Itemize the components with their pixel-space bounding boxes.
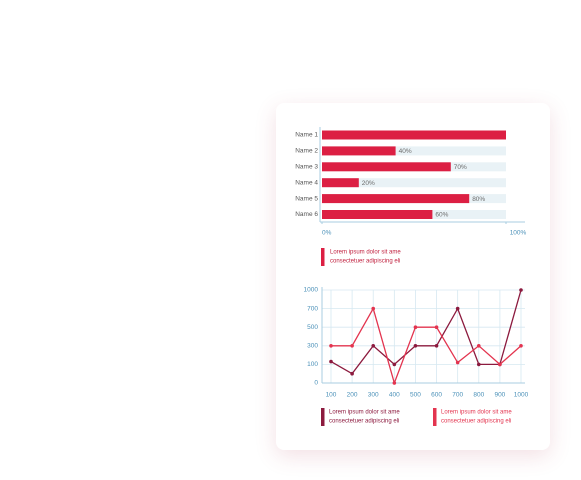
x-tick-label: 0% [322,230,332,237]
value-label: 70% [454,164,467,171]
x-tick-label: 800 [473,392,484,399]
category-label: Name 3 [295,164,318,171]
category-label: Name 2 [295,148,318,155]
point [350,371,354,376]
line [331,306,522,386]
legend-label: Lorem ipsum dolor sit ame [441,410,512,416]
y-tick-label: 100 [307,361,318,368]
y-tick-label: 0 [314,380,318,387]
point [371,344,376,348]
point [455,306,460,311]
x-tick-label: 100 [326,392,337,399]
point [498,362,502,367]
legend-label: Lorem ipsum dolor sit ame [330,250,401,256]
legend-marker [321,408,325,426]
y-tick-label: 500 [307,324,318,331]
bar [322,146,396,156]
point [392,381,397,385]
category-label: Name 6 [295,211,318,218]
point [519,288,523,292]
bar [322,130,506,140]
x-tick-label: 900 [494,392,505,399]
point [371,306,376,311]
legend-marker [321,248,325,266]
category-label: Name 5 [295,195,318,202]
point [413,325,418,330]
value-label: 80% [472,196,485,203]
line [330,289,522,375]
point [434,344,439,348]
x-tick-label: 600 [431,392,442,399]
point [476,344,481,348]
bar-track [322,146,506,156]
report-card [276,103,550,450]
category-label: Name 1 [295,132,318,139]
point [476,362,481,367]
x-tick-label: 700 [452,392,463,399]
point [519,344,523,348]
x-tick-label: 400 [389,392,400,399]
value-label: 60% [435,212,448,219]
legend-label: consectetuer adipiscing eli [329,419,399,425]
y-tick-label: 300 [307,343,318,350]
x-tick-label: 100% [510,230,527,237]
point [329,344,333,348]
bar [322,194,470,204]
bar [322,210,433,219]
point [392,362,397,367]
point [413,344,418,348]
y-tick-label: 1000 [304,287,319,294]
value-label: 20% [362,180,375,187]
legend-label: Lorem ipsum dolor sit ame [329,410,400,416]
legend-marker [433,408,437,426]
x-tick-label: 200 [347,392,358,399]
x-tick-label: 500 [410,392,421,399]
legend-label: consectetuer adipiscing eli [441,419,511,425]
x-tick-label: 1000 [514,392,529,399]
category-label: Name 4 [295,179,318,186]
y-tick-label: 700 [307,305,318,312]
point [329,359,333,364]
point [434,325,439,330]
bar [322,178,359,188]
value-label: 40% [399,148,412,155]
legend-label: consectetuer adipiscing eli [330,259,400,265]
point [350,344,354,348]
bar-track [322,178,506,188]
point [455,360,460,365]
bar [322,162,451,172]
x-tick-label: 300 [368,392,379,399]
